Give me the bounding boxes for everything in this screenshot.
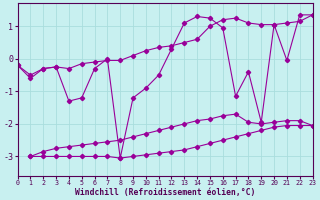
X-axis label: Windchill (Refroidissement éolien,°C): Windchill (Refroidissement éolien,°C) xyxy=(75,188,255,197)
